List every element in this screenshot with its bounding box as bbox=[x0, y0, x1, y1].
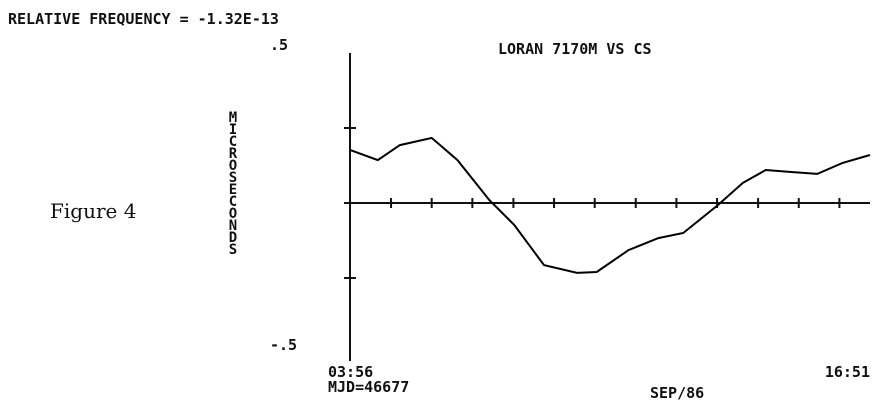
y-axis-label: MICROSECONDS bbox=[225, 110, 241, 254]
x-tick-label: 03:56 bbox=[328, 363, 373, 381]
chart-title: LORAN 7170M VS CS bbox=[498, 40, 652, 58]
header: RELATIVE FREQUENCY = -1.32E-13 bbox=[8, 10, 279, 28]
x-axis-label: SEP/86 bbox=[650, 384, 704, 402]
figure-label: Figure 4 bbox=[50, 199, 136, 223]
data-line bbox=[349, 136, 871, 274]
y-tick-label: -.5 bbox=[270, 336, 297, 354]
y-tick-label: .5 bbox=[270, 36, 288, 54]
x-note: MJD=46677 bbox=[328, 378, 409, 396]
x-tick-label: 16:51 bbox=[825, 363, 870, 381]
